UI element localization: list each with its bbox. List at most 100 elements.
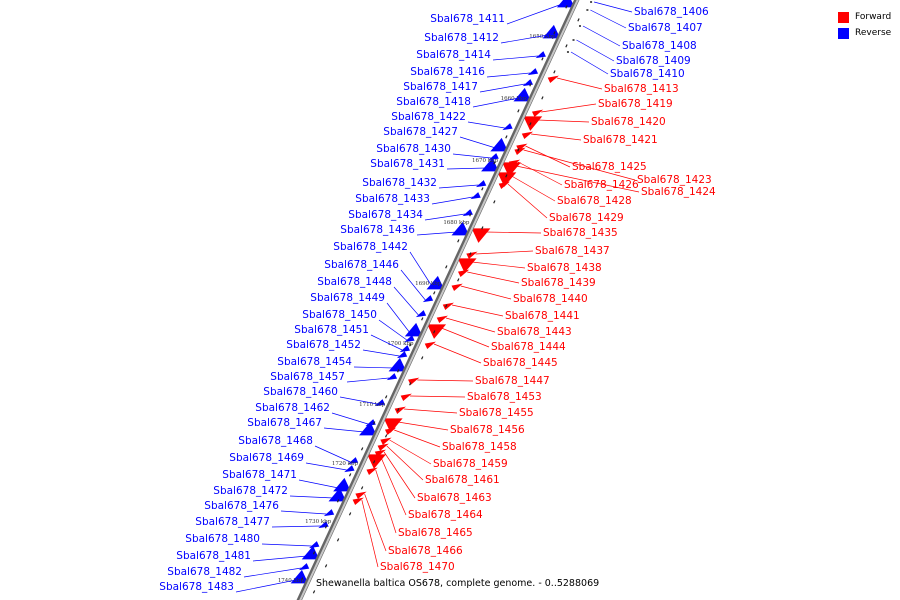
forward-gene-feature[interactable] [497, 165, 520, 187]
reverse-gene-label[interactable]: Sbal678_1480 [185, 533, 260, 545]
forward-gene-feature[interactable] [380, 435, 393, 446]
forward-gene-label[interactable]: Sbal678_1470 [380, 561, 455, 573]
reverse-gene-feature[interactable] [423, 275, 445, 296]
forward-gene-label[interactable]: Sbal678_1428 [557, 195, 632, 207]
reverse-gene-label[interactable]: Sbal678_1434 [348, 209, 423, 221]
forward-gene-feature[interactable] [502, 155, 524, 177]
forward-gene-label[interactable]: Sbal678_1438 [527, 262, 602, 274]
forward-gene-feature[interactable] [442, 300, 456, 311]
reverse-gene-label[interactable]: Sbal678_1406 [634, 6, 709, 18]
forward-gene-feature[interactable] [466, 249, 479, 260]
reverse-gene-label[interactable]: Sbal678_1436 [340, 224, 415, 236]
reverse-gene-label[interactable]: Sbal678_1422 [391, 111, 466, 123]
reverse-gene-label[interactable]: Sbal678_1483 [159, 581, 234, 593]
forward-gene-label[interactable]: Sbal678_1459 [433, 458, 508, 470]
forward-gene-label[interactable]: Sbal678_1435 [543, 227, 618, 239]
reverse-gene-feature[interactable] [373, 399, 386, 409]
forward-gene-feature[interactable] [547, 73, 561, 84]
forward-gene-label[interactable]: Sbal678_1444 [491, 341, 566, 353]
forward-gene-label[interactable]: Sbal678_1447 [475, 375, 550, 387]
forward-gene-feature[interactable] [424, 339, 438, 350]
reverse-gene-feature[interactable] [415, 310, 427, 320]
reverse-gene-label[interactable]: Sbal678_1471 [222, 469, 297, 481]
reverse-gene-label[interactable]: Sbal678_1454 [277, 356, 352, 368]
forward-gene-feature[interactable] [384, 425, 398, 436]
reverse-gene-label[interactable]: Sbal678_1416 [410, 66, 485, 78]
forward-gene-label[interactable]: Sbal678_1424 [641, 186, 716, 198]
reverse-gene-feature[interactable] [475, 180, 487, 190]
forward-gene-feature[interactable] [377, 441, 391, 452]
forward-gene-label[interactable]: Sbal678_1463 [417, 492, 492, 504]
reverse-gene-feature[interactable] [572, 39, 575, 41]
reverse-gene-label[interactable]: Sbal678_1433 [355, 193, 430, 205]
reverse-gene-label[interactable]: Sbal678_1476 [204, 500, 279, 512]
reverse-gene-label[interactable]: Sbal678_1452 [286, 339, 361, 351]
reverse-gene-label[interactable]: Sbal678_1450 [302, 309, 377, 321]
reverse-gene-feature[interactable] [403, 335, 415, 345]
reverse-gene-feature[interactable] [534, 51, 546, 61]
reverse-gene-feature[interactable] [298, 563, 310, 573]
forward-gene-feature[interactable] [531, 107, 545, 118]
forward-gene-label[interactable]: Sbal678_1439 [521, 277, 596, 289]
reverse-gene-label[interactable]: Sbal678_1407 [628, 22, 703, 34]
reverse-gene-feature[interactable] [398, 345, 410, 355]
forward-gene-feature[interactable] [355, 489, 368, 500]
forward-gene-feature[interactable] [436, 313, 450, 324]
forward-gene-label[interactable]: Sbal678_1423 [637, 174, 712, 186]
reverse-gene-label[interactable]: Sbal678_1469 [229, 452, 304, 464]
reverse-gene-label[interactable]: Sbal678_1477 [195, 516, 270, 528]
reverse-gene-label[interactable]: Sbal678_1482 [167, 566, 242, 578]
forward-gene-label[interactable]: Sbal678_1461 [425, 474, 500, 486]
reverse-gene-label[interactable]: Sbal678_1414 [416, 49, 491, 61]
forward-gene-label[interactable]: Sbal678_1455 [459, 407, 534, 419]
reverse-gene-feature[interactable] [501, 123, 513, 133]
reverse-gene-label[interactable]: Sbal678_1410 [610, 68, 685, 80]
reverse-gene-label[interactable]: Sbal678_1432 [362, 177, 437, 189]
forward-gene-feature[interactable] [366, 465, 379, 476]
reverse-gene-label[interactable]: Sbal678_1417 [403, 81, 478, 93]
reverse-gene-feature[interactable] [526, 68, 539, 78]
reverse-gene-label[interactable]: Sbal678_1472 [213, 485, 288, 497]
forward-gene-label[interactable]: Sbal678_1419 [598, 98, 673, 110]
reverse-gene-label[interactable]: Sbal678_1451 [294, 324, 369, 336]
reverse-gene-label[interactable]: Sbal678_1457 [270, 371, 345, 383]
reverse-gene-feature[interactable] [402, 322, 423, 343]
forward-gene-label[interactable]: Sbal678_1453 [467, 391, 542, 403]
reverse-gene-label[interactable]: Sbal678_1481 [176, 550, 251, 562]
reverse-gene-label[interactable]: Sbal678_1446 [324, 259, 399, 271]
forward-gene-feature[interactable] [521, 129, 535, 140]
reverse-gene-feature[interactable] [578, 25, 581, 27]
forward-gene-label[interactable]: Sbal678_1440 [513, 293, 588, 305]
reverse-gene-label[interactable]: Sbal678_1460 [263, 386, 338, 398]
reverse-gene-label[interactable]: Sbal678_1442 [333, 241, 408, 253]
reverse-gene-feature[interactable] [343, 465, 355, 475]
forward-gene-feature[interactable] [451, 281, 465, 292]
forward-gene-label[interactable]: Sbal678_1437 [535, 245, 610, 257]
forward-gene-feature[interactable] [514, 145, 527, 156]
forward-gene-label[interactable]: Sbal678_1421 [583, 134, 658, 146]
forward-gene-feature[interactable] [352, 495, 366, 506]
reverse-gene-feature[interactable] [422, 295, 434, 305]
reverse-gene-label[interactable]: Sbal678_1418 [396, 96, 471, 108]
reverse-gene-label[interactable]: Sbal678_1431 [370, 158, 445, 170]
reverse-gene-label[interactable]: Sbal678_1462 [255, 402, 330, 414]
reverse-gene-feature[interactable] [347, 457, 359, 467]
reverse-gene-feature[interactable] [487, 153, 499, 163]
forward-gene-feature[interactable] [498, 179, 512, 190]
forward-gene-feature[interactable] [458, 267, 471, 278]
forward-gene-label[interactable]: Sbal678_1445 [483, 357, 558, 369]
reverse-gene-feature[interactable] [566, 51, 569, 53]
reverse-gene-label[interactable]: Sbal678_1427 [383, 126, 458, 138]
forward-gene-label[interactable]: Sbal678_1464 [408, 509, 483, 521]
forward-gene-feature[interactable] [367, 447, 389, 469]
reverse-gene-label[interactable]: Sbal678_1409 [616, 55, 691, 67]
forward-gene-label[interactable]: Sbal678_1425 [572, 161, 647, 173]
reverse-gene-label[interactable]: Sbal678_1468 [238, 435, 313, 447]
forward-gene-feature[interactable] [427, 317, 449, 339]
reverse-gene-label[interactable]: Sbal678_1430 [376, 143, 451, 155]
forward-gene-label[interactable]: Sbal678_1465 [398, 527, 473, 539]
forward-gene-feature[interactable] [400, 391, 414, 402]
reverse-gene-feature[interactable] [323, 509, 335, 519]
forward-gene-label[interactable]: Sbal678_1441 [505, 310, 580, 322]
forward-gene-label[interactable]: Sbal678_1429 [549, 212, 624, 224]
